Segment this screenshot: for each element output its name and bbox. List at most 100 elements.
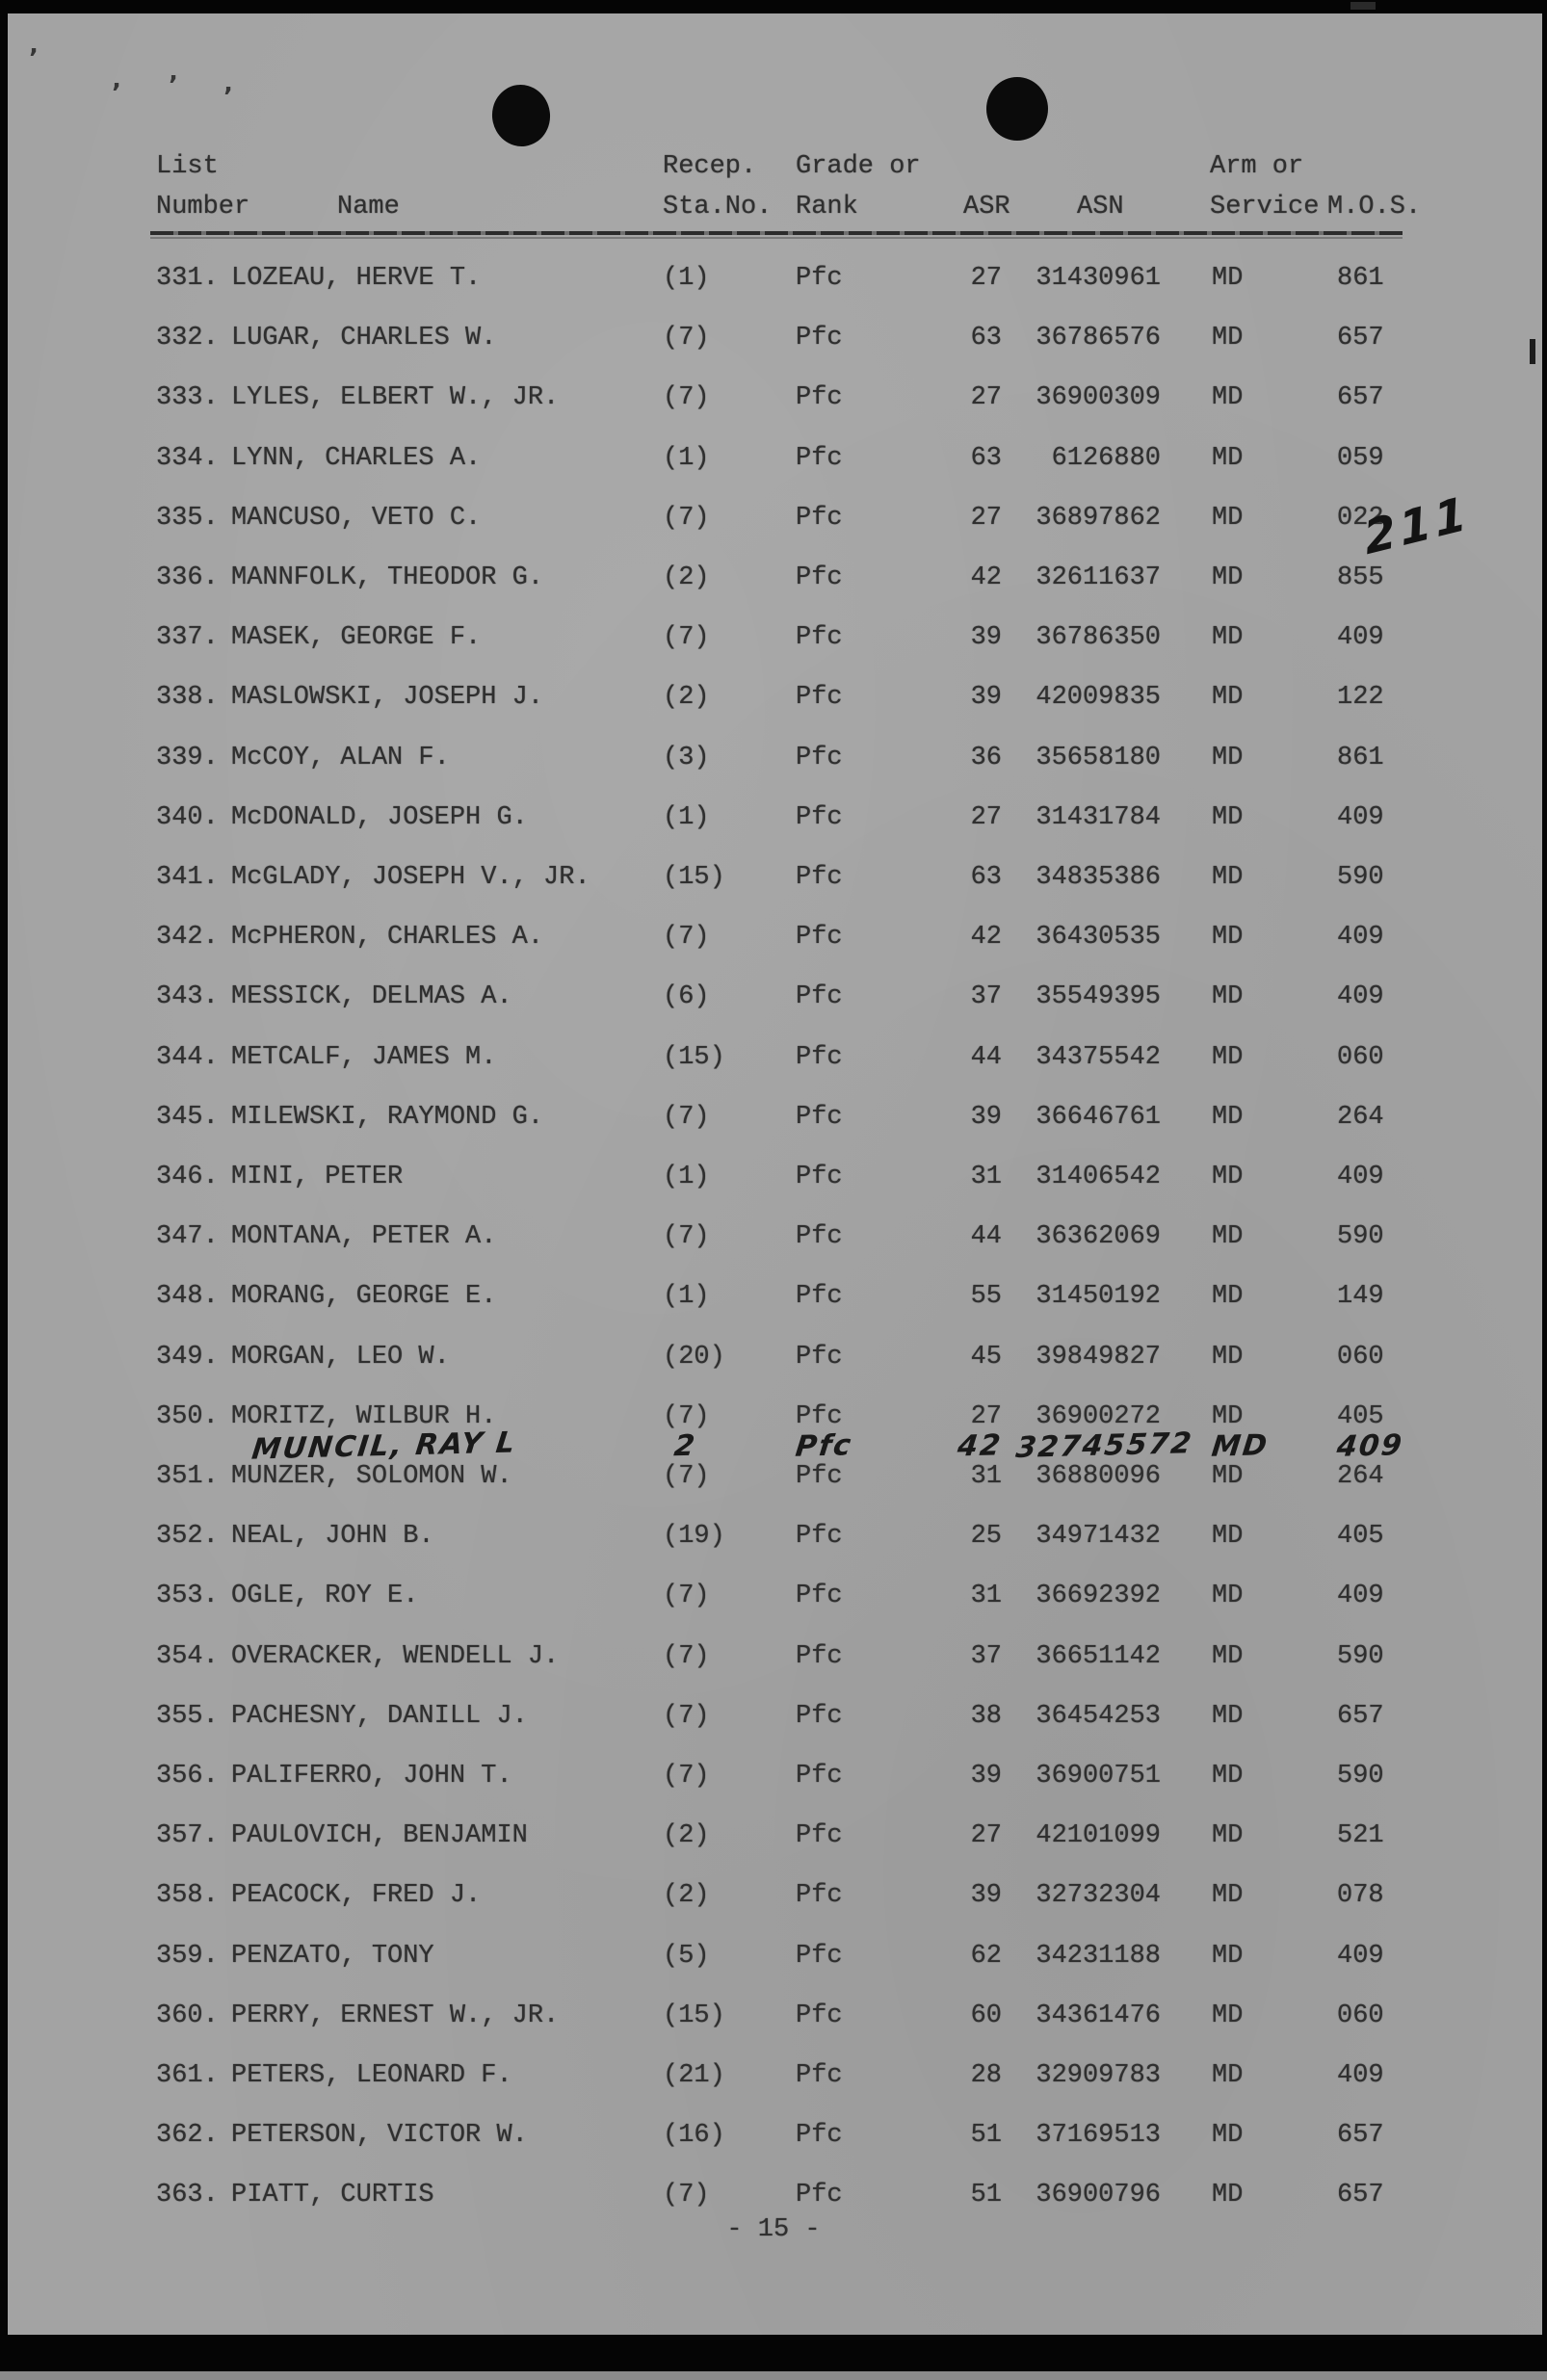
reception-station-cell: (7) — [663, 923, 710, 952]
reception-station-cell: (7) — [663, 383, 710, 412]
arm-service-cell: MD — [1212, 982, 1244, 1011]
asn-cell: 34971432 — [1036, 1522, 1161, 1551]
mos-cell: 409 — [1337, 1163, 1384, 1191]
list-number-cell: 337. — [156, 623, 219, 652]
header-arm-line1: Arm or — [1210, 152, 1304, 181]
asr-cell: 36 — [970, 744, 1002, 772]
reception-station-cell: (7) — [663, 1402, 710, 1431]
asr-cell: 27 — [970, 383, 1002, 412]
name-cell: MUNCIL, RAY L — [249, 1425, 519, 1467]
reception-station-cell: (2) — [663, 683, 710, 712]
name-cell: MANCUSO, VETO C. — [231, 504, 482, 533]
asn-cell: 32611637 — [1036, 563, 1161, 592]
asr-cell: 27 — [970, 1821, 1002, 1850]
reception-station-cell: (7) — [663, 2181, 710, 2210]
rank-cell: Pfc — [796, 1462, 843, 1491]
mos-cell: 590 — [1337, 1762, 1384, 1791]
asr-cell: 27 — [970, 264, 1002, 293]
header-recep-line1: Recep. — [663, 152, 757, 181]
header-mos: M.O.S. — [1327, 193, 1422, 222]
name-cell: PEACOCK, FRED J. — [231, 1881, 482, 1910]
list-number-cell: 346. — [156, 1163, 219, 1191]
mos-cell: 861 — [1337, 744, 1384, 772]
list-number-cell: 353. — [156, 1582, 219, 1610]
name-cell: OGLE, ROY E. — [231, 1582, 419, 1610]
reception-station-cell: (2) — [663, 1821, 710, 1850]
reception-station-cell: (7) — [663, 623, 710, 652]
arm-service-cell: MD — [1212, 1702, 1244, 1731]
table-row: 358. PEACOCK, FRED J. (2) Pfc 39 3273230… — [0, 1881, 1547, 1920]
rank-cell: Pfc — [796, 803, 843, 832]
reception-station-cell: (7) — [663, 504, 710, 533]
table-row: 361. PETERS, LEONARD F. (21) Pfc 28 3290… — [0, 2061, 1547, 2100]
reception-station-cell: (1) — [663, 264, 710, 293]
arm-service-cell: MD — [1212, 863, 1244, 892]
asn-cell: 36897862 — [1036, 504, 1161, 533]
rank-cell: Pfc — [796, 744, 843, 772]
name-cell: MESSICK, DELMAS A. — [231, 982, 512, 1011]
reception-station-cell: (16) — [663, 2121, 725, 2150]
mos-cell: 409 — [1337, 803, 1384, 832]
table-row: 348. MORANG, GEORGE E. (1) Pfc 55 314501… — [0, 1282, 1547, 1321]
header-grade-line2: Rank — [796, 193, 858, 222]
table-row: 347. MONTANA, PETER A. (7) Pfc 44 363620… — [0, 1222, 1547, 1261]
asn-cell: 39849827 — [1036, 1343, 1161, 1372]
arm-service-cell: MD — [1212, 444, 1244, 473]
rank-cell: Pfc — [796, 1343, 843, 1372]
mos-cell: 405 — [1337, 1522, 1384, 1551]
name-cell: MORANG, GEORGE E. — [231, 1282, 497, 1311]
arm-service-cell: MD — [1212, 1043, 1244, 1072]
reception-station-cell: (1) — [663, 1282, 710, 1311]
table-row: 339. McCOY, ALAN F. (3) Pfc 36 35658180 … — [0, 744, 1547, 782]
name-cell: MORGAN, LEO W. — [231, 1343, 450, 1372]
asn-cell: 36786576 — [1036, 324, 1161, 353]
punch-hole-right — [986, 77, 1048, 141]
table-row: 345. MILEWSKI, RAYMOND G. (7) Pfc 39 366… — [0, 1103, 1547, 1141]
name-cell: MANNFOLK, THEODOR G. — [231, 563, 544, 592]
rank-cell: Pfc — [796, 1043, 843, 1072]
mos-cell: 022 — [1337, 504, 1384, 533]
asn-cell: 36430535 — [1036, 923, 1161, 952]
reception-station-cell: (1) — [663, 803, 710, 832]
arm-service-cell: MD — [1212, 923, 1244, 952]
asr-cell: 27 — [970, 1402, 1002, 1431]
asr-cell: 42 — [956, 1428, 1005, 1464]
asr-cell: 51 — [970, 2121, 1002, 2150]
table-row: 338. MASLOWSKI, JOSEPH J. (2) Pfc 39 420… — [0, 683, 1547, 721]
mos-cell: 409 — [1337, 982, 1384, 1011]
table-row: 351. MUNZER, SOLOMON W. (7) Pfc 31 36880… — [0, 1462, 1547, 1501]
table-row: 353. OGLE, ROY E. (7) Pfc 31 36692392 MD… — [0, 1582, 1547, 1620]
list-number-cell: 350. — [156, 1402, 219, 1431]
rank-cell: Pfc — [796, 504, 843, 533]
list-number-cell: 332. — [156, 324, 219, 353]
list-number-cell: 358. — [156, 1881, 219, 1910]
arm-service-cell: MD — [1212, 1462, 1244, 1491]
arm-service-cell: MD — [1212, 1522, 1244, 1551]
rank-cell: Pfc — [796, 1702, 843, 1731]
asn-cell: 32909783 — [1036, 2061, 1161, 2090]
header-recep-line2: Sta.No. — [663, 193, 773, 222]
rank-cell: Pfc — [796, 264, 843, 293]
rank-cell: Pfc — [796, 1762, 843, 1791]
table-row: 362. PETERSON, VICTOR W. (16) Pfc 51 371… — [0, 2121, 1547, 2159]
table-row: 343. MESSICK, DELMAS A. (6) Pfc 37 35549… — [0, 982, 1547, 1021]
asr-cell: 39 — [970, 623, 1002, 652]
scan-speck: ’ — [29, 44, 39, 73]
table-row: 360. PERRY, ERNEST W., JR. (15) Pfc 60 3… — [0, 2001, 1547, 2040]
rank-cell: Pfc — [796, 623, 843, 652]
mos-cell: 149 — [1337, 1282, 1384, 1311]
rank-cell: Pfc — [796, 1642, 843, 1671]
table-row: 350. MORITZ, WILBUR H. (7) Pfc 27 369002… — [0, 1402, 1547, 1441]
asn-cell: 36900751 — [1036, 1762, 1161, 1791]
asr-cell: 44 — [970, 1043, 1002, 1072]
asr-cell: 27 — [970, 803, 1002, 832]
asn-cell: 36900796 — [1036, 2181, 1161, 2210]
reception-station-cell: (2) — [663, 563, 710, 592]
name-cell: NEAL, JOHN B. — [231, 1522, 434, 1551]
arm-service-cell: MD — [1212, 1402, 1244, 1431]
arm-service-cell: MD — [1212, 1881, 1244, 1910]
reception-station-cell: (7) — [663, 1462, 710, 1491]
name-cell: PENZATO, TONY — [231, 1942, 434, 1971]
list-number-cell: 339. — [156, 744, 219, 772]
scan-edge-mark-top — [1350, 2, 1376, 10]
